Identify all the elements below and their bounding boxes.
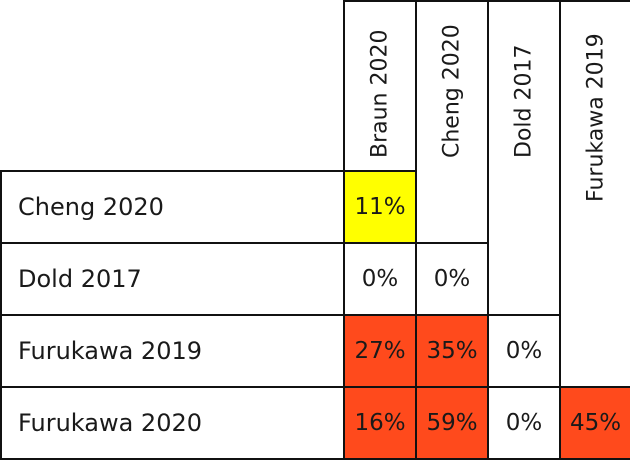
column-header-label: Dold 2017 [511, 44, 537, 158]
column-header-furukawa-2019: Furukawa 2019 [559, 0, 630, 388]
row-header-dold-2017: Dold 2017 [0, 242, 345, 316]
column-header-label: Cheng 2020 [439, 24, 465, 158]
overlap-cell: 0% [487, 314, 561, 388]
overlap-cell: 16% [343, 386, 417, 460]
row-header-furukawa-2019: Furukawa 2019 [0, 314, 345, 388]
overlap-cell: 0% [415, 242, 489, 316]
overlap-cell: 0% [487, 386, 561, 460]
column-header-braun-2020: Braun 2020 [343, 0, 417, 172]
overlap-cell: 35% [415, 314, 489, 388]
row-header-furukawa-2020: Furukawa 2020 [0, 386, 345, 460]
overlap-cell: 59% [415, 386, 489, 460]
overlap-cell: 27% [343, 314, 417, 388]
overlap-cell: 45% [559, 386, 630, 460]
column-header-label: Furukawa 2019 [583, 33, 608, 202]
overlap-cell: 0% [343, 242, 417, 316]
overlap-cell: 11% [343, 170, 417, 244]
row-header-cheng-2020: Cheng 2020 [0, 170, 345, 244]
column-header-cheng-2020: Cheng 2020 [415, 0, 489, 244]
column-header-dold-2017: Dold 2017 [487, 0, 561, 316]
column-header-label: Braun 2020 [367, 29, 393, 159]
